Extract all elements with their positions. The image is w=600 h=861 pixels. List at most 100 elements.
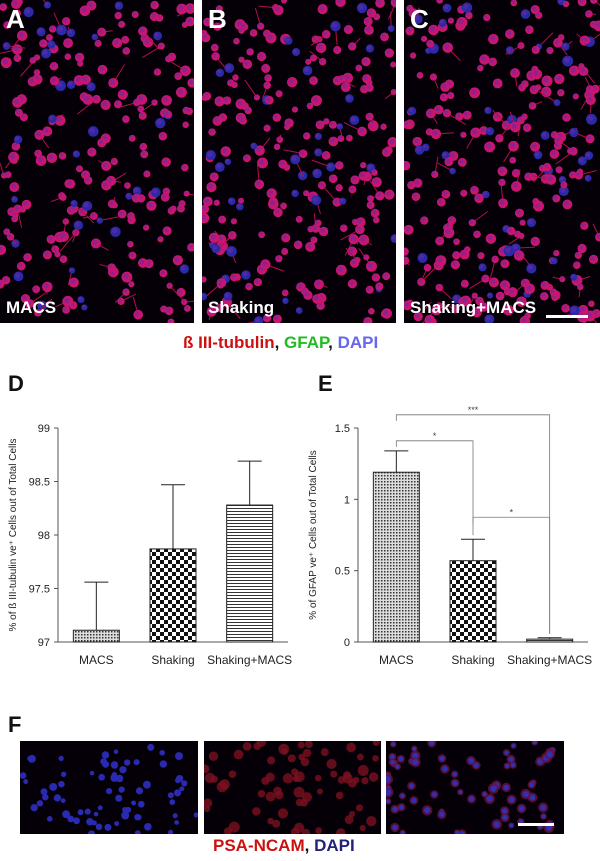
nucleus [246,283,250,288]
nucleus [453,305,458,310]
nucleus [266,97,271,102]
nucleus [533,198,537,203]
nucleus [368,308,373,312]
nucleus [143,780,151,789]
nucleus [75,76,81,83]
nucleus [139,259,145,265]
cell [253,742,261,751]
nucleus [202,34,207,40]
nucleus [550,150,556,156]
bar [72,629,120,643]
nucleus [437,0,441,2]
cell [337,776,346,784]
nucleus [395,764,400,769]
nucleus [437,256,443,263]
nucleus [424,264,429,269]
nucleus [71,200,75,205]
cell [298,753,306,761]
nucleus [350,116,356,122]
nucleus [132,11,136,16]
nucleus [225,159,229,163]
nucleus [555,137,561,142]
nucleus [583,37,588,42]
nucleus [441,83,447,89]
nucleus [268,189,274,195]
cell [257,790,266,798]
nucleus [179,200,183,205]
nucleus [163,188,168,193]
nucleus [265,75,269,79]
nucleus [63,18,68,23]
nucleus [110,271,115,275]
nucleus [48,154,54,160]
nucleus [365,26,371,32]
nucleus [349,43,354,48]
nucleus [514,231,519,235]
nucleus [77,61,81,65]
cell [330,770,338,778]
nucleus [60,771,67,777]
nucleus [439,755,445,762]
cell [343,771,351,780]
nucleus [132,195,138,200]
nucleus [254,279,259,284]
nucleus [466,12,470,17]
nucleus [303,190,307,194]
nucleus [508,796,515,803]
nucleus [404,301,409,307]
nucleus [232,74,237,79]
nucleus [339,76,344,80]
nucleus [440,94,445,99]
cell [208,751,219,762]
nucleus [188,79,194,85]
neurite [538,91,558,104]
nucleus [511,743,516,748]
nucleus [273,114,278,119]
nucleus [107,177,113,183]
nucleus [410,52,414,57]
nucleus [431,791,437,797]
nucleus [115,2,121,7]
cell [204,798,213,808]
significance-bracket [472,516,551,634]
cell-field-f2 [204,741,380,834]
nucleus [414,313,420,318]
nucleus [312,96,319,103]
nucleus [570,148,575,153]
cell [277,808,289,819]
nucleus [20,114,25,119]
nucleus [472,293,476,297]
nucleus [414,179,420,185]
nucleus [42,49,48,55]
cell-field-f3 [386,741,556,834]
nucleus [54,251,58,255]
nucleus [71,206,76,211]
nucleus [559,276,563,280]
nucleus [407,5,411,10]
cell-field-a [0,0,194,323]
nucleus [137,800,145,808]
nucleus [336,184,340,189]
nucleus [511,123,517,129]
nucleus [540,804,547,811]
nucleus [81,7,87,13]
nucleus [476,297,481,303]
nucleus [586,11,590,15]
nucleus [9,153,16,160]
nucleus [229,232,234,237]
bar [372,471,420,643]
y-tick-label: 97.5 [29,584,50,596]
significance-label: * [433,431,437,441]
nucleus [376,283,381,288]
nucleus [209,242,214,246]
nucleus [144,822,152,831]
nucleus [243,60,249,66]
nucleus [406,27,412,33]
nucleus [461,280,466,285]
nucleus [111,158,116,163]
nucleus [93,96,98,101]
cell [368,772,379,782]
nucleus [238,57,243,61]
nucleus [168,207,173,212]
nucleus [367,195,372,200]
